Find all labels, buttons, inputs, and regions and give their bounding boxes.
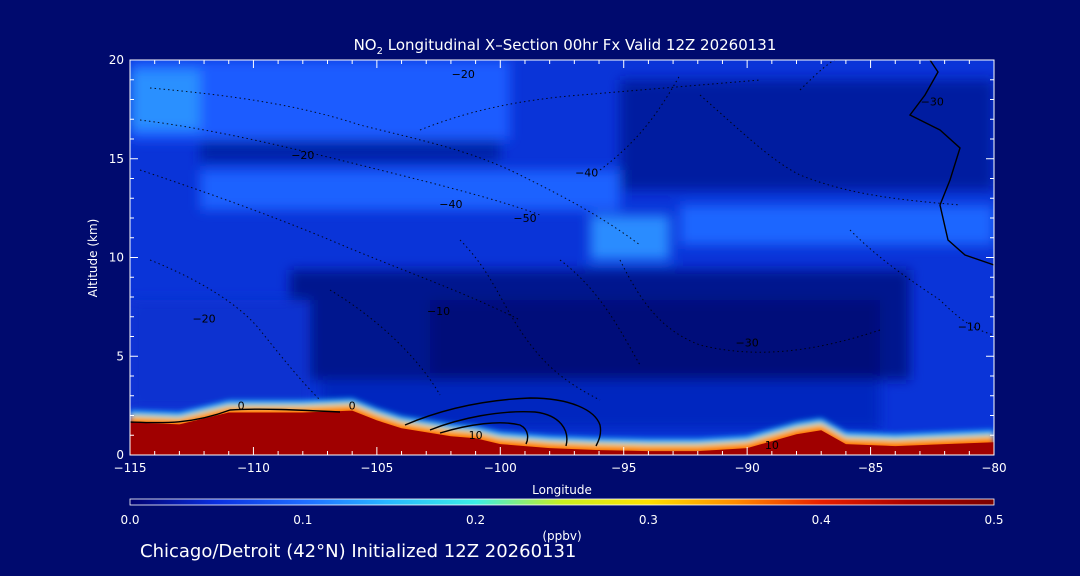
temperature-contour [149, 259, 321, 401]
x-tick-label: −115 [114, 461, 147, 475]
y-axis: 0 5 10 15 20 [109, 53, 994, 462]
field-band-13km [200, 170, 620, 210]
y-tick-label: 20 [109, 53, 124, 67]
temperature-contour-label: −20 [452, 68, 475, 81]
chart-title: NO2 Longitudinal X–Section 00hr Fx Valid… [354, 36, 777, 57]
x-tick-label: −95 [611, 461, 636, 475]
temperature-contours-dotted [139, 60, 994, 401]
field-band-11km-east [680, 205, 994, 245]
solid-contour [908, 60, 994, 266]
y-tick-label: 10 [109, 251, 124, 265]
temperature-contour-label: −50 [513, 212, 536, 225]
temperature-contour-label: −30 [921, 95, 944, 108]
colorbar-tick-label: 0.5 [984, 513, 1003, 527]
field-upper-band-15km [200, 140, 500, 162]
temperature-contour-label: −40 [575, 167, 598, 180]
temperature-contour-label: −10 [958, 321, 981, 334]
temperature-contour-label: 0 [238, 400, 245, 413]
boundary-layer-red-core [130, 410, 994, 455]
colorbar-tick-label: 0.1 [293, 513, 312, 527]
temperature-contour [619, 259, 881, 353]
y-tick-label: 15 [109, 152, 124, 166]
footer-caption: Chicago/Detroit (42°N) Initialized 12Z 2… [140, 541, 577, 562]
temperature-contour-label: 0 [349, 400, 356, 413]
x-tick-label: −85 [858, 461, 883, 475]
colorbar-tick-label: 0.0 [120, 513, 139, 527]
solid-contour [429, 410, 568, 447]
y-tick-label: 0 [116, 448, 124, 462]
temperature-contour-label: −30 [736, 336, 759, 349]
temperature-contour [799, 60, 836, 91]
no2-concentration-field [130, 60, 994, 430]
x-axis: −115 −110 −105 −100 −95 −90 −85 −80 [114, 60, 1007, 475]
temperature-contour-label: −10 [427, 305, 450, 318]
chart-title-subscript: 2 [377, 46, 383, 57]
temperature-contour-label: 10 [469, 429, 483, 442]
temperature-contour [149, 87, 641, 246]
temperature-contour-label: −40 [439, 198, 462, 211]
colorbar-gradient [129, 498, 995, 506]
field-tropopause-maximum [590, 215, 670, 260]
x-tick-label: −80 [981, 461, 1006, 475]
x-tick-label: −110 [237, 461, 270, 475]
plot-area: −20 −20 −30 −40 −40 −50 −10 −20 −30 −10 0 0 10 10 [130, 60, 994, 455]
y-axis-label: Altitude (km) [86, 219, 100, 298]
temperature-contour-label: 10 [765, 439, 779, 452]
temperature-contour [139, 169, 521, 321]
temperature-contour-label: −20 [192, 313, 215, 326]
solid-contour [439, 422, 529, 445]
colorbar-tick-label: 0.4 [812, 513, 831, 527]
chart-title-prefix: NO [354, 36, 377, 54]
colorbar-label: (ppbv) [542, 529, 581, 543]
temperature-contour [459, 239, 601, 401]
field-mid-dark-core [430, 300, 880, 390]
x-tick-label: −90 [734, 461, 759, 475]
colorbar-ticks: 0.0 0.1 0.2 0.3 0.4 0.5 [120, 513, 1003, 527]
field-east-upper-dark [620, 80, 994, 190]
field-top-left-maximum [130, 70, 200, 130]
x-axis-label: Longitude [532, 483, 592, 497]
solid-contours [130, 60, 994, 447]
solid-contour [130, 408, 341, 424]
contour-labels: −20 −20 −30 −40 −40 −50 −10 −20 −30 −10 0 0 10 10 [192, 68, 980, 452]
temperature-contour [139, 119, 541, 216]
colorbar: 0.0 0.1 0.2 0.3 0.4 0.5 (ppbv) [120, 498, 1004, 543]
colorbar-tick-label: 0.3 [639, 513, 658, 527]
y-tick-label: 5 [116, 349, 124, 363]
chart-title-rest: Longitudinal X–Section 00hr Fx Valid 12Z… [383, 36, 776, 54]
x-tick-label: −100 [484, 461, 517, 475]
colorbar-tick-label: 0.2 [466, 513, 485, 527]
temperature-contour-label: −20 [291, 149, 314, 162]
solid-contour [404, 397, 602, 447]
field-lower-west [130, 300, 310, 410]
x-tick-label: −105 [360, 461, 393, 475]
